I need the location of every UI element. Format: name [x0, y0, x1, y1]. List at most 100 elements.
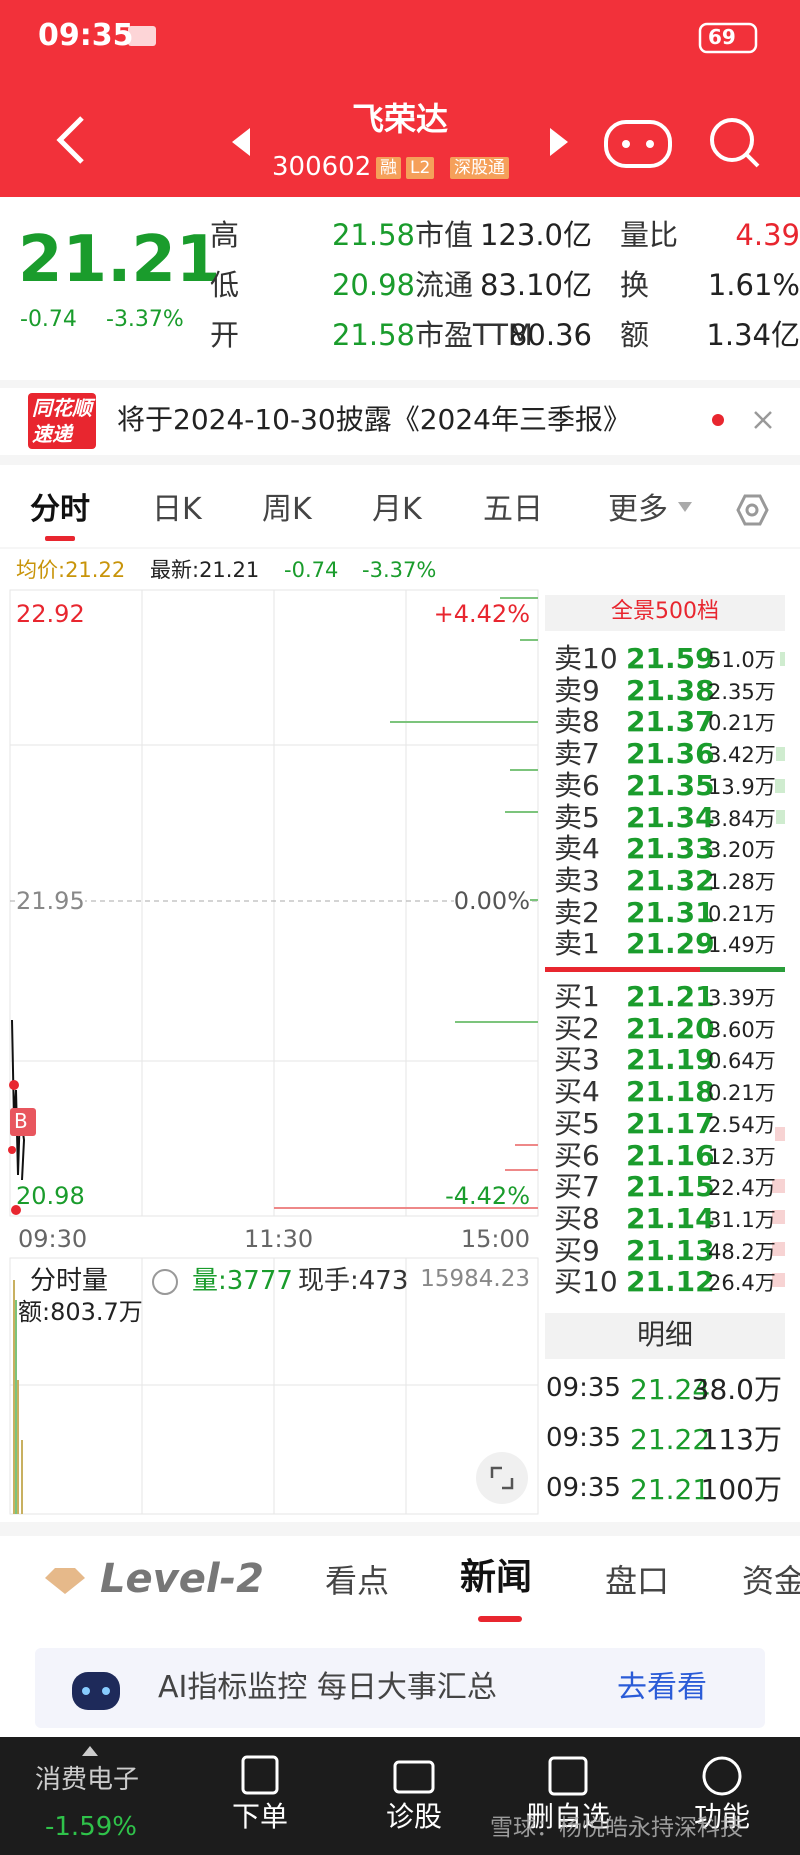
- stat-value: 123.0亿: [479, 218, 592, 252]
- notice-text[interactable]: 将于2024-10-30披露《2024年三季报》: [117, 403, 631, 436]
- stat-label: 市盈TTM: [415, 318, 533, 352]
- time-label: 11:30: [244, 1225, 314, 1253]
- close-notice[interactable]: [754, 411, 772, 429]
- order-volume: 26.4万: [708, 1271, 776, 1296]
- order-level: 买1: [554, 980, 600, 1013]
- robot-icon[interactable]: [604, 120, 672, 168]
- order-volume: 3.42万: [708, 743, 776, 768]
- nav-item[interactable]: 诊股: [385, 1800, 442, 1833]
- order-price: 21.15: [626, 1170, 715, 1204]
- help-icon[interactable]: [152, 1269, 178, 1295]
- order-price: 21.35: [626, 768, 715, 802]
- order-volume: 31.1万: [708, 1207, 776, 1232]
- order-level: 卖3: [554, 863, 600, 897]
- level2-brand[interactable]: Level-2: [100, 1556, 264, 1602]
- ratio-bar-sell: [700, 967, 785, 972]
- order-price: 21.12: [626, 1265, 715, 1299]
- buy-marker: [10, 1108, 36, 1136]
- tab-indicator: [45, 536, 75, 541]
- nav-bar: [0, 1737, 800, 1855]
- ai-banner[interactable]: [35, 1648, 765, 1728]
- trade-dots: [8, 1080, 21, 1215]
- sector-name[interactable]: 消费电子: [35, 1765, 140, 1795]
- nav-item[interactable]: 功能: [693, 1800, 750, 1833]
- settings-icon[interactable]: [736, 494, 769, 526]
- volume-turnover: 额:803.7万: [18, 1298, 143, 1326]
- banner-action[interactable]: 去看看: [617, 1670, 707, 1705]
- info-tab[interactable]: 新闻: [460, 1557, 533, 1598]
- stat-value: 1.34亿: [706, 318, 800, 352]
- depth-bars: [390, 597, 538, 1023]
- volume-amount: 量:3777: [192, 1266, 293, 1296]
- order-price: 21.59: [626, 642, 715, 675]
- expand-button[interactable]: [476, 1452, 528, 1504]
- info-tab[interactable]: 看点: [325, 1562, 390, 1600]
- order-volume: 0.21万: [708, 711, 776, 736]
- detail-price: 21.24: [630, 1373, 711, 1406]
- order-price: 21.36: [626, 737, 715, 771]
- prev-stock[interactable]: [232, 128, 250, 156]
- order-volume: 12.3万: [708, 1144, 776, 1169]
- order-price: 21.38: [626, 673, 715, 707]
- info-tab[interactable]: 盘口: [605, 1562, 670, 1600]
- order-bars: [772, 652, 785, 1287]
- watermark: 雪球：杨悦皓永持深科技: [490, 1815, 743, 1841]
- order-level: 买2: [554, 1011, 600, 1045]
- battery-level: 69: [708, 25, 736, 49]
- volume-bars: [13, 1280, 23, 1514]
- time-label: 15:00: [460, 1225, 530, 1253]
- battery-icon: [698, 22, 758, 54]
- order-level: 卖8: [554, 705, 600, 739]
- chart-tab[interactable]: 周K: [262, 492, 312, 527]
- stat-value: 1.61%: [707, 268, 800, 302]
- sector-change: -1.59%: [45, 1812, 137, 1842]
- detail-time: 09:35: [546, 1373, 621, 1403]
- order-price: 21.17: [626, 1106, 715, 1140]
- nav-item[interactable]: 删自选: [525, 1800, 610, 1833]
- average-price: 均价:21.22: [16, 558, 126, 582]
- detail-title[interactable]: 明细: [636, 1318, 693, 1351]
- pct-mid: 0.00%: [453, 887, 530, 916]
- info-percent: -3.37%: [362, 558, 437, 582]
- order-volume: 2.35万: [708, 679, 776, 704]
- time-label: 09:30: [18, 1225, 88, 1253]
- divider: [0, 380, 800, 388]
- more-arrow: [678, 502, 692, 512]
- stock-code: 300602: [272, 152, 372, 182]
- stat-label: 低: [210, 268, 240, 302]
- order-level: 卖9: [554, 673, 600, 707]
- order-price: 21.18: [626, 1075, 715, 1109]
- back-button[interactable]: [56, 116, 84, 164]
- detail-price: 21.21: [630, 1473, 711, 1506]
- chart-tab[interactable]: 分时: [30, 492, 90, 527]
- volume-label[interactable]: 分时量: [30, 1266, 109, 1296]
- order-price: 21.21: [626, 980, 715, 1013]
- volume-max: 15984.23: [420, 1266, 530, 1292]
- chart-tab[interactable]: 更多: [608, 492, 668, 527]
- search-icon[interactable]: [710, 118, 760, 168]
- notice-logo: [28, 393, 96, 449]
- stat-label: 开: [210, 318, 240, 352]
- chart-tab[interactable]: 日K: [152, 492, 202, 527]
- order-price: 21.16: [626, 1138, 715, 1172]
- price-mid: 21.95: [16, 887, 85, 916]
- order-price: 21.33: [626, 832, 715, 866]
- change: -0.74: [20, 307, 77, 332]
- order-volume: 3.39万: [708, 986, 776, 1010]
- info-tab[interactable]: 资金: [742, 1562, 800, 1600]
- order-volume: 1.28万: [708, 869, 776, 894]
- chart-tab[interactable]: 五日: [483, 492, 543, 527]
- depth-bars: [274, 1144, 538, 1209]
- stat-value: 21.58: [331, 218, 415, 252]
- order-volume: 0.64万: [708, 1049, 776, 1074]
- notice-logo-text: 同花顺: [32, 396, 92, 420]
- order-volume: 1.49万: [708, 933, 776, 958]
- order-level: 卖10: [554, 642, 618, 675]
- order-book-title[interactable]: 全景500档: [611, 599, 719, 624]
- next-stock[interactable]: [550, 128, 568, 156]
- nav-item[interactable]: 下单: [231, 1800, 288, 1833]
- sector-arrow: [82, 1746, 98, 1756]
- chart-tab[interactable]: 月K: [372, 492, 422, 527]
